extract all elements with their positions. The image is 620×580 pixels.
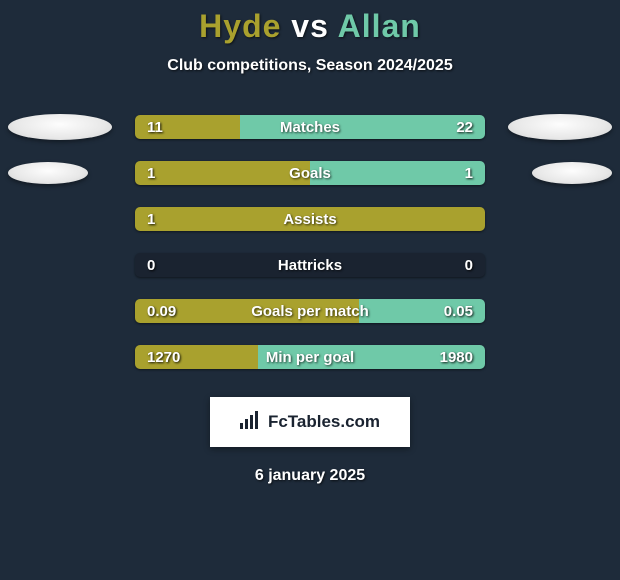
player-ellipse-right (508, 114, 612, 140)
stat-value-left: 0 (147, 253, 155, 277)
bar-fill-left (135, 161, 310, 185)
bar-fill-left (135, 207, 485, 231)
stat-value-right: 0 (465, 253, 473, 277)
stat-row: Assists1 (0, 207, 620, 231)
stat-bar: Assists1 (135, 207, 485, 231)
stat-bar: Goals per match0.090.05 (135, 299, 485, 323)
player-ellipse-right (532, 162, 612, 184)
stat-bar: Min per goal12701980 (135, 345, 485, 369)
title-vs: vs (291, 8, 329, 44)
stat-bar: Matches1122 (135, 115, 485, 139)
stat-row: Min per goal12701980 (0, 345, 620, 369)
stat-row: Hattricks0 0 (0, 253, 620, 277)
logo-text: FcTables.com (268, 412, 380, 432)
player-ellipse-left (8, 114, 112, 140)
bar-fill-right (258, 345, 486, 369)
logo-box: FcTables.com (210, 397, 410, 447)
player-ellipse-left (8, 162, 88, 184)
bar-fill-right (240, 115, 485, 139)
page-title: Hyde vs Allan (199, 8, 421, 45)
stat-row: Goals11 (0, 161, 620, 185)
title-player1: Hyde (199, 8, 281, 44)
title-player2: Allan (338, 8, 421, 44)
barchart-icon (240, 411, 262, 434)
stat-row: Goals per match0.090.05 (0, 299, 620, 323)
stat-label: Hattricks (135, 253, 485, 277)
date: 6 january 2025 (255, 467, 365, 485)
stat-bar: Goals11 (135, 161, 485, 185)
subtitle: Club competitions, Season 2024/2025 (167, 57, 452, 75)
stat-row: Matches1122 (0, 115, 620, 139)
bar-fill-right (310, 161, 485, 185)
stat-bar: Hattricks0 0 (135, 253, 485, 277)
bar-fill-left (135, 345, 258, 369)
content-root: Hyde vs Allan Club competitions, Season … (0, 0, 620, 580)
stats-rows: Matches1122 Goals11 Assists1 Hattricks0 0 Goa… (0, 115, 620, 369)
bar-fill-left (135, 299, 359, 323)
bar-fill-right (359, 299, 485, 323)
bar-fill-left (135, 115, 240, 139)
